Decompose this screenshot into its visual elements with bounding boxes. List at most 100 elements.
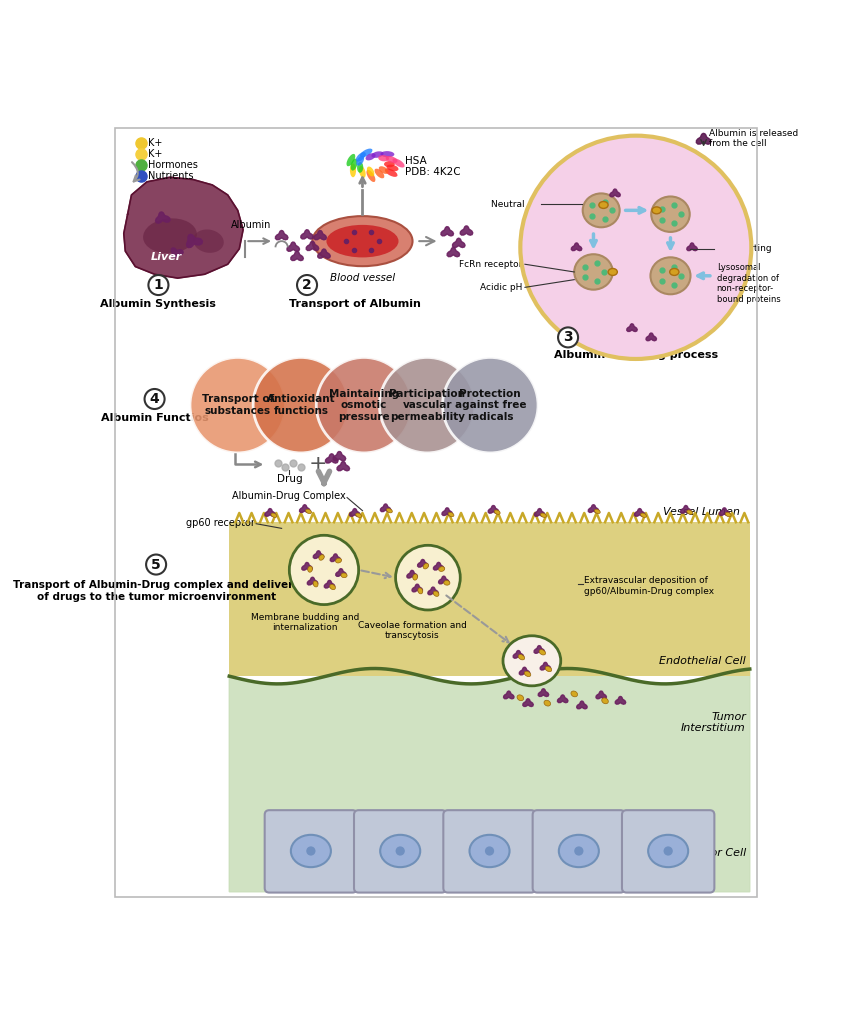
Ellipse shape (575, 254, 613, 289)
Polygon shape (230, 669, 750, 892)
Ellipse shape (385, 168, 398, 177)
Circle shape (575, 847, 583, 856)
FancyBboxPatch shape (622, 810, 714, 892)
Text: Maintaining
osmotic
pressure: Maintaining osmotic pressure (329, 389, 399, 422)
Ellipse shape (558, 834, 599, 867)
Ellipse shape (641, 514, 647, 518)
Polygon shape (696, 133, 711, 144)
Polygon shape (488, 505, 499, 514)
Text: Hormones: Hormones (149, 160, 198, 170)
Ellipse shape (350, 158, 358, 171)
Polygon shape (302, 562, 312, 570)
Circle shape (253, 357, 348, 453)
Text: K+: K+ (149, 149, 163, 159)
Ellipse shape (380, 834, 420, 867)
Circle shape (558, 328, 578, 347)
Polygon shape (336, 568, 346, 577)
Ellipse shape (386, 156, 398, 163)
Ellipse shape (341, 573, 347, 578)
Text: +: + (309, 455, 327, 474)
Ellipse shape (271, 514, 277, 518)
Ellipse shape (326, 225, 399, 258)
Ellipse shape (193, 229, 224, 253)
Ellipse shape (650, 258, 690, 294)
Ellipse shape (379, 166, 388, 174)
Polygon shape (318, 249, 331, 258)
Text: Albumin is released
from the cell: Albumin is released from the cell (709, 129, 798, 148)
Text: Vessel Lumen: Vessel Lumen (663, 506, 740, 517)
Ellipse shape (583, 194, 620, 227)
Polygon shape (538, 689, 549, 696)
Text: Tumor Cell: Tumor Cell (687, 849, 746, 859)
Circle shape (379, 357, 475, 453)
FancyBboxPatch shape (533, 810, 625, 892)
Polygon shape (596, 691, 606, 699)
Polygon shape (265, 509, 275, 517)
Ellipse shape (330, 585, 336, 590)
Ellipse shape (541, 514, 547, 518)
Polygon shape (287, 242, 299, 252)
Ellipse shape (366, 153, 376, 160)
Polygon shape (442, 508, 452, 516)
Ellipse shape (439, 566, 445, 571)
Circle shape (316, 357, 411, 453)
Text: Neutral pH: Neutral pH (490, 200, 540, 209)
Polygon shape (535, 509, 545, 517)
Ellipse shape (306, 510, 311, 514)
Text: HSA
PDB: 4K2C: HSA PDB: 4K2C (405, 155, 461, 178)
Polygon shape (156, 212, 170, 223)
Polygon shape (308, 578, 318, 585)
Ellipse shape (469, 834, 509, 867)
FancyBboxPatch shape (354, 810, 446, 892)
FancyBboxPatch shape (264, 810, 357, 892)
Text: 5: 5 (151, 557, 161, 571)
Ellipse shape (495, 510, 500, 515)
Polygon shape (577, 701, 587, 708)
Ellipse shape (649, 834, 688, 867)
Polygon shape (326, 454, 338, 463)
Ellipse shape (350, 163, 356, 178)
Text: Tumor
Interstitium: Tumor Interstitium (681, 712, 746, 733)
Polygon shape (503, 691, 514, 699)
Polygon shape (299, 504, 310, 513)
Ellipse shape (381, 151, 394, 157)
Ellipse shape (670, 269, 679, 275)
Ellipse shape (444, 581, 450, 586)
Ellipse shape (371, 151, 383, 158)
Ellipse shape (387, 509, 393, 513)
Circle shape (664, 847, 673, 856)
Polygon shape (349, 509, 360, 517)
Polygon shape (681, 505, 691, 514)
Polygon shape (452, 239, 465, 248)
Ellipse shape (360, 148, 372, 157)
Ellipse shape (347, 154, 355, 166)
Polygon shape (588, 504, 598, 513)
Circle shape (443, 357, 538, 453)
Polygon shape (523, 698, 533, 706)
Ellipse shape (393, 158, 405, 167)
Polygon shape (417, 559, 428, 567)
Text: Liver: Liver (150, 252, 182, 262)
Polygon shape (291, 252, 303, 261)
Text: Lysosomal
degradation of
non-receptor-
bound proteins: Lysosomal degradation of non-receptor- b… (717, 264, 780, 303)
Ellipse shape (313, 581, 318, 587)
Ellipse shape (384, 161, 394, 167)
Text: Transport of Albumin-Drug complex and delivery
of drugs to the tumor microenviro: Transport of Albumin-Drug complex and de… (13, 580, 299, 602)
Text: Endothelial Cell: Endothelial Cell (660, 656, 746, 666)
Ellipse shape (434, 591, 439, 597)
Text: Albumin-Drug Complex: Albumin-Drug Complex (232, 491, 346, 501)
Polygon shape (534, 646, 545, 654)
Ellipse shape (608, 269, 617, 275)
Ellipse shape (366, 170, 376, 182)
Ellipse shape (356, 152, 366, 161)
Polygon shape (441, 226, 454, 235)
Ellipse shape (378, 155, 389, 161)
Ellipse shape (375, 168, 384, 179)
Ellipse shape (520, 136, 751, 359)
Polygon shape (434, 562, 444, 570)
Circle shape (149, 275, 168, 295)
Polygon shape (719, 508, 729, 516)
Text: Acidic pH: Acidic pH (480, 283, 523, 292)
Polygon shape (634, 509, 645, 517)
Text: gp60 receptor: gp60 receptor (186, 518, 255, 528)
